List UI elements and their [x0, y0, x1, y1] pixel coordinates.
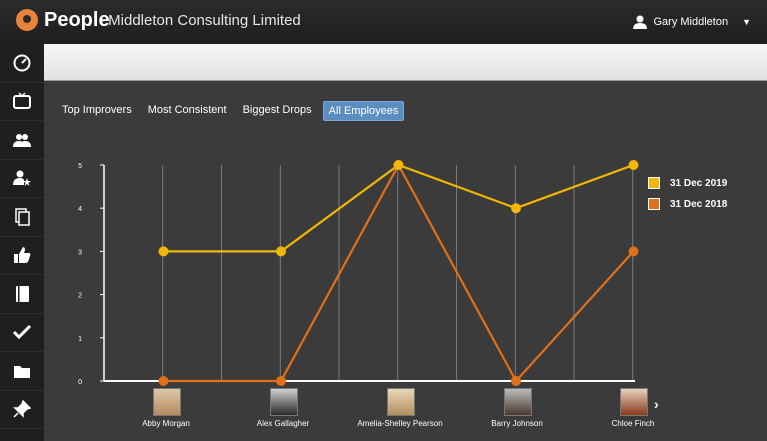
series-line — [163, 163, 634, 253]
top-bar: People - Middleton Consulting Limited Ga… — [0, 0, 767, 45]
legend-label: 31 Dec 2019 — [670, 177, 728, 189]
data-point — [158, 376, 169, 386]
employee-name: Alex Gallagher — [256, 419, 310, 428]
data-point — [276, 246, 286, 257]
legend-swatch — [648, 177, 660, 189]
folder-icon — [14, 365, 30, 378]
data-point — [276, 376, 286, 386]
company-name: - Middleton Consulting Limited — [99, 12, 301, 29]
checkmark-icon — [13, 325, 31, 340]
avatar[interactable] — [270, 388, 298, 416]
legend-swatch — [648, 198, 660, 210]
sidebar-item-documents[interactable] — [0, 198, 44, 237]
people-icon — [13, 133, 31, 147]
pin-icon — [13, 400, 31, 419]
y-tick-label: 5 — [78, 163, 82, 170]
people-logo-icon — [16, 9, 38, 31]
tab-all-employees[interactable]: All Employees — [322, 101, 405, 121]
documents-icon — [15, 208, 30, 226]
data-point — [628, 246, 639, 257]
sidebar-item-endorsements[interactable] — [0, 237, 44, 275]
data-point — [511, 376, 521, 386]
employee-name: Chloe Finch — [611, 419, 655, 428]
thumbs-up-icon — [14, 247, 31, 264]
sidebar-item-user-star[interactable] — [0, 160, 44, 198]
sidebar-item-dashboard[interactable] — [0, 44, 44, 83]
chart-legend: 31 Dec 2019 31 Dec 2018 — [648, 177, 727, 219]
employee-name: Amelia-Shelley Pearson — [357, 419, 443, 428]
user-menu[interactable]: Gary Middleton ▼ — [633, 15, 751, 29]
toolbar-strip — [44, 44, 767, 81]
y-tick-label: 1 — [78, 336, 82, 343]
sidebar-item-pins[interactable] — [0, 391, 44, 429]
sidebar-item-tasks[interactable] — [0, 314, 44, 352]
y-tick-label: 4 — [78, 206, 82, 213]
chevron-down-icon: ▼ — [742, 17, 751, 27]
y-tick-label: 0 — [78, 379, 82, 386]
dashboard-icon — [13, 54, 31, 72]
avatar[interactable] — [504, 388, 532, 416]
employee-name: Barry Johnson — [491, 419, 543, 428]
tab-top-improvers[interactable]: Top Improvers — [62, 104, 132, 116]
user-name: Gary Middleton — [653, 16, 729, 28]
data-point — [393, 160, 404, 170]
user-star-icon — [13, 170, 31, 187]
tv-icon — [13, 92, 31, 110]
legend-label: 31 Dec 2018 — [670, 198, 728, 210]
user-icon — [633, 15, 648, 29]
sidebar — [0, 44, 44, 441]
legend-item-2019[interactable]: 31 Dec 2019 — [648, 177, 727, 189]
avatar[interactable] — [387, 388, 415, 416]
legend-item-2018[interactable]: 31 Dec 2018 — [648, 198, 727, 210]
y-tick-label: 2 — [78, 293, 82, 300]
tab-most-consistent[interactable]: Most Consistent — [147, 104, 227, 116]
data-point — [628, 160, 639, 170]
chevron-right-icon[interactable]: › — [654, 396, 659, 412]
series-line — [163, 162, 635, 383]
filter-tabs: Top Improvers Most Consistent Biggest Dr… — [57, 101, 405, 121]
avatar[interactable] — [620, 388, 648, 416]
sidebar-item-notebook[interactable] — [0, 275, 44, 314]
tab-biggest-drops[interactable]: Biggest Drops — [242, 104, 312, 116]
data-point — [158, 246, 169, 257]
y-tick-label: 3 — [78, 249, 82, 256]
notebook-icon — [16, 285, 29, 302]
sidebar-item-tv[interactable] — [0, 83, 44, 121]
employee-name: Abby Morgan — [142, 419, 190, 428]
avatar[interactable] — [153, 388, 181, 416]
data-point — [511, 203, 521, 214]
sidebar-item-people[interactable] — [0, 121, 44, 160]
sidebar-item-files[interactable] — [0, 352, 44, 391]
app-brand: People — [44, 9, 110, 31]
